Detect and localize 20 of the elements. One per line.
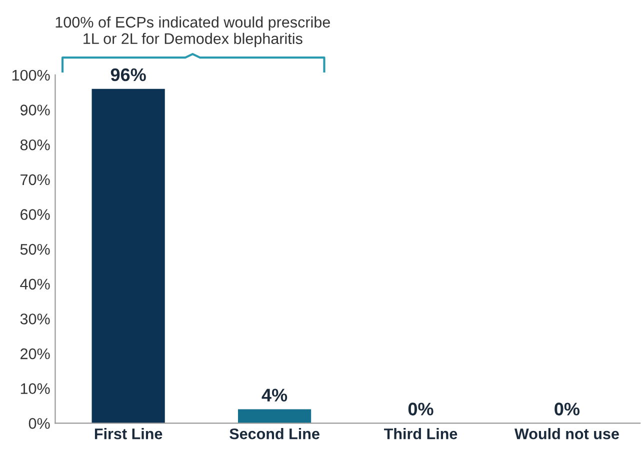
data-label: 0% [408, 402, 434, 416]
x-tick-label: First Line [94, 428, 162, 440]
x-tick-label: Second Line [230, 428, 320, 440]
y-tick-label: 10% [20, 383, 50, 394]
data-label: 4% [262, 388, 288, 402]
y-tick-label: 20% [20, 348, 50, 360]
y-tick-label: 80% [20, 139, 50, 150]
data-label: 96% [110, 68, 146, 82]
y-tick-label: 40% [20, 278, 50, 290]
x-tick-label: Would not use [514, 428, 619, 440]
y-tick-label: 100% [12, 70, 50, 81]
y-tick-label: 50% [20, 244, 50, 255]
y-tick-label: 60% [20, 209, 50, 220]
y-tick-label: 0% [28, 418, 50, 429]
y-tick-label: 90% [20, 104, 50, 116]
y-tick-label: 70% [20, 174, 50, 186]
text: 100% of ECPs indicated would prescribe 1L or 2L for Demodex blepharitis [56, 16, 330, 48]
x-tick-label: Third Line [384, 428, 458, 440]
y-tick-label: 30% [20, 314, 50, 324]
data-label: 0% [554, 402, 580, 416]
